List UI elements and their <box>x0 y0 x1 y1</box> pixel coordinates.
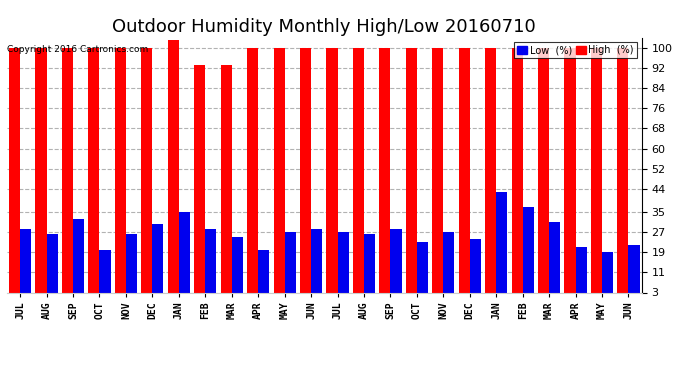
Bar <box>284 232 296 292</box>
Bar <box>391 230 402 292</box>
Bar <box>62 48 73 292</box>
Bar <box>168 40 179 292</box>
Bar <box>549 222 560 292</box>
Bar <box>73 219 84 292</box>
Bar <box>326 48 337 292</box>
Bar <box>179 212 190 292</box>
Bar <box>575 247 586 292</box>
Bar <box>141 48 152 292</box>
Bar <box>364 234 375 292</box>
Bar <box>591 48 602 292</box>
Bar <box>194 65 206 292</box>
Bar <box>459 48 470 292</box>
Bar <box>511 48 523 292</box>
Bar <box>406 48 417 292</box>
Bar <box>564 48 575 292</box>
Bar <box>232 237 243 292</box>
Bar <box>485 48 496 292</box>
Bar <box>618 48 629 292</box>
Bar <box>380 48 391 292</box>
Bar <box>602 252 613 292</box>
Bar <box>470 240 481 292</box>
Bar <box>152 224 164 292</box>
Legend: Low  (%), High  (%): Low (%), High (%) <box>514 42 637 58</box>
Bar <box>337 232 348 292</box>
Bar <box>432 48 443 292</box>
Bar <box>629 244 640 292</box>
Bar <box>35 48 47 292</box>
Bar <box>273 48 284 292</box>
Bar <box>417 242 428 292</box>
Bar <box>496 192 507 292</box>
Bar <box>538 48 549 292</box>
Bar <box>523 207 534 292</box>
Bar <box>88 48 99 292</box>
Bar <box>20 230 31 292</box>
Text: Copyright 2016 Cartronics.com: Copyright 2016 Cartronics.com <box>7 45 148 54</box>
Bar <box>311 230 322 292</box>
Bar <box>115 48 126 292</box>
Bar <box>258 250 269 292</box>
Bar <box>247 48 258 292</box>
Bar <box>300 48 311 292</box>
Bar <box>9 48 20 292</box>
Bar <box>444 232 455 292</box>
Bar <box>47 234 58 292</box>
Bar <box>353 48 364 292</box>
Bar <box>206 230 217 292</box>
Bar <box>126 234 137 292</box>
Bar <box>221 65 232 292</box>
Title: Outdoor Humidity Monthly High/Low 20160710: Outdoor Humidity Monthly High/Low 201607… <box>112 18 536 36</box>
Bar <box>99 250 110 292</box>
